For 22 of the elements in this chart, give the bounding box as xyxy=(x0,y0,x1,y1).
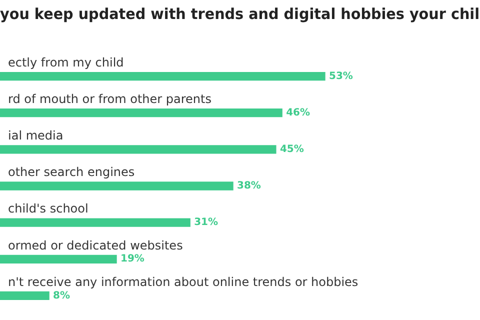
y-tick-label: other search engines xyxy=(8,165,135,180)
data-label: 19% xyxy=(120,254,144,265)
y-tick-label: ectly from my child xyxy=(8,55,124,70)
bar xyxy=(0,72,326,81)
y-tick-label: rd of mouth or from other parents xyxy=(8,92,212,106)
chart-title: you keep updated with trends and digital hobbies your chil xyxy=(0,6,480,23)
y-tick-label: ial media xyxy=(8,128,64,143)
bar xyxy=(0,145,276,154)
bar xyxy=(0,291,50,300)
y-tick-label: ormed or dedicated websites xyxy=(8,238,183,252)
data-label: 53% xyxy=(329,70,353,82)
data-label: 46% xyxy=(286,107,310,118)
data-label: 38% xyxy=(237,180,261,192)
y-tick-label: child's school xyxy=(8,202,88,216)
bar xyxy=(0,182,234,190)
bar xyxy=(0,108,282,118)
data-label: 8% xyxy=(53,290,70,302)
data-label: 31% xyxy=(194,217,218,228)
data-label: 45% xyxy=(280,144,304,156)
bar xyxy=(0,254,117,264)
y-tick-label: n't receive any information about online trends or hobbies xyxy=(8,274,358,289)
bar xyxy=(0,218,190,227)
